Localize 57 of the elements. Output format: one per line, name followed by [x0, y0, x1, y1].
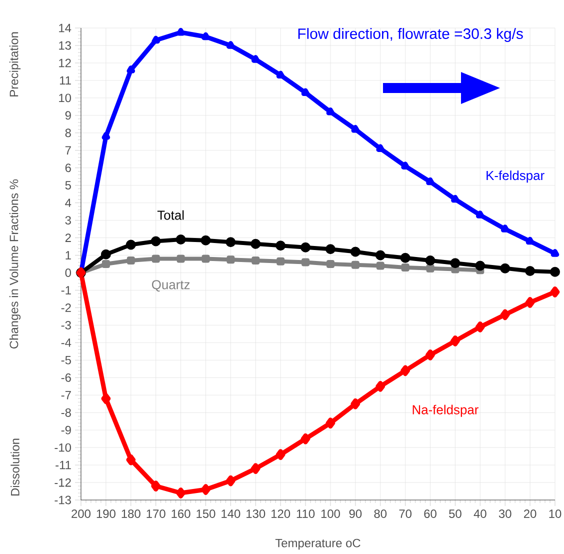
y-tick-label: -7 — [61, 391, 71, 400]
x-tick-label: 180 — [122, 510, 140, 518]
x-tick-label: 200 — [72, 510, 90, 518]
x-tick-label: 130 — [246, 510, 266, 518]
y-tick-label: 13 — [59, 41, 71, 50]
y-tick-label: 14 — [59, 24, 72, 32]
y-tick-label: 4 — [65, 198, 72, 207]
y-tick-label: 8 — [65, 128, 71, 138]
y-tick-label: -1 — [61, 286, 71, 294]
y-axis-title: Changes in Volume Fractions % — [9, 179, 21, 348]
y-tick-label: -4 — [61, 338, 72, 347]
text: Dissolution — [10, 438, 20, 496]
y-tick-label: -5 — [61, 356, 71, 364]
x-tick-label: 140 — [222, 510, 240, 518]
y-tick-label: -10 — [54, 443, 72, 452]
x-tick-label: 100 — [321, 510, 340, 518]
x-tick-label: 190 — [96, 510, 116, 518]
x-tick-label: 60 — [424, 510, 436, 518]
x-tick-label: 30 — [498, 510, 512, 518]
x-tick-label: 150 — [196, 510, 216, 518]
y-tick-label: -3 — [61, 320, 71, 330]
y-tick-label: 9 — [65, 111, 71, 120]
x-tick-label: 90 — [349, 510, 362, 518]
y-tick-label: 5 — [65, 181, 71, 190]
y-tick-label: -13 — [54, 496, 71, 504]
y-tick-label: 2 — [65, 234, 71, 242]
y-tick-label: 10 — [59, 94, 72, 102]
chart-title: Flow direction, flowrate =30.3 kg/s — [298, 28, 523, 42]
x-tick-label: 20 — [524, 510, 536, 518]
y-tick-label: -9 — [61, 426, 71, 434]
x-axis-title: Temperature oC — [275, 538, 360, 550]
y-tick-label: 6 — [65, 164, 71, 172]
y-tick-label: -8 — [61, 408, 71, 417]
y-tick-label: 11 — [60, 76, 71, 85]
series-label: Quartz — [152, 280, 190, 292]
x-tick-label: 70 — [399, 510, 412, 518]
y-tick-label: 0 — [65, 268, 72, 277]
x-tick-label: 40 — [474, 510, 486, 518]
y-tick-label: 12 — [59, 58, 71, 68]
text: Na-feldspar — [412, 404, 478, 417]
y-tick-label: -12 — [54, 478, 71, 487]
x-tick-label: 120 — [272, 510, 290, 518]
y-tick-label: 3 — [65, 216, 71, 225]
x-tick-label: 110 — [296, 510, 315, 518]
y-tick-label: 1 — [66, 251, 71, 260]
text: Precipitation — [9, 32, 21, 96]
y-tick-label: -11 — [56, 460, 71, 470]
y-tick-label: -2 — [61, 304, 71, 312]
x-tick-label: 80 — [374, 510, 387, 518]
x-tick-label: 170 — [146, 510, 166, 518]
y-tick-label: -6 — [61, 373, 71, 382]
text: K-feldspar — [486, 170, 544, 183]
x-tick-label: 50 — [449, 510, 462, 518]
y-tick-label: 7 — [65, 146, 71, 154]
x-tick-label: 10 — [549, 510, 562, 518]
series-label: Total — [157, 210, 184, 220]
x-tick-label: 160 — [172, 510, 190, 518]
